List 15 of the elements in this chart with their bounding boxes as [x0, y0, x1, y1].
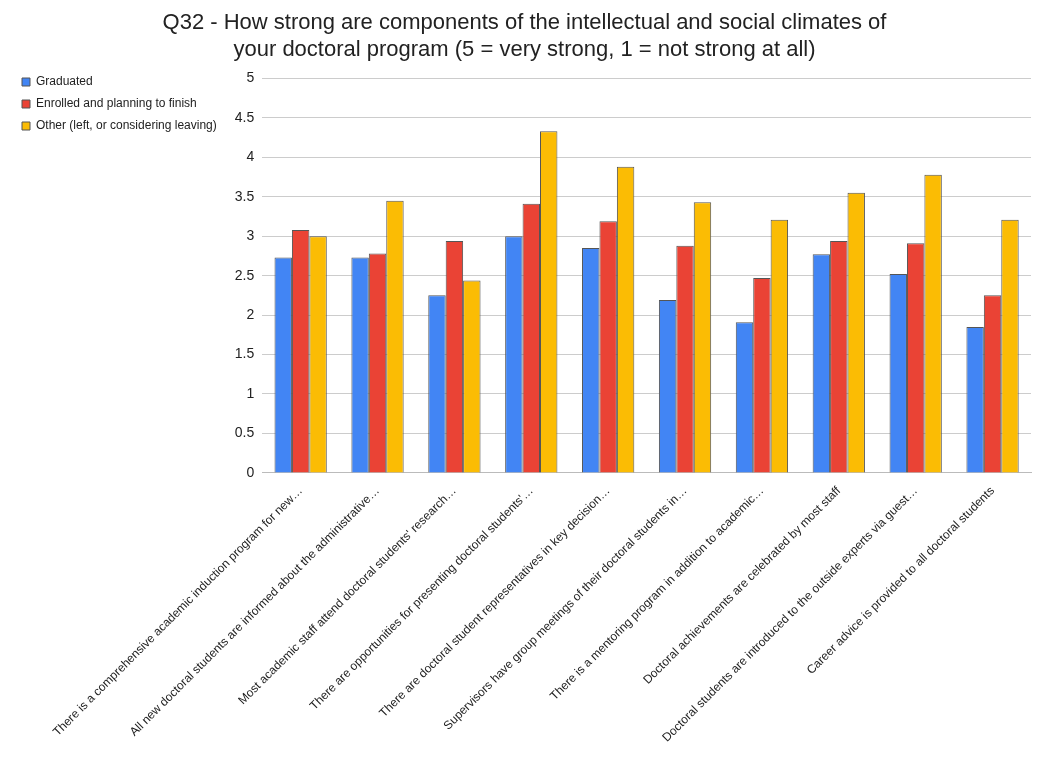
- chart-title: Q32 - How strong are components of the intellectual and social climates of your doctoral program (5 = very strong, 1 = not strong at all): [161, 8, 888, 62]
- y-tick-label: 4: [246, 148, 255, 165]
- legend-label: Graduated: [36, 74, 93, 89]
- y-tick-label: 0: [246, 463, 255, 480]
- legend-label: Enrolled and planning to finish: [36, 96, 197, 111]
- legend-label: Other (left, or considering leaving): [36, 118, 217, 133]
- y-tick-label: 1.5: [234, 345, 255, 362]
- y-tick-label: 4.5: [234, 108, 255, 125]
- y-tick-label: 1: [246, 384, 255, 401]
- y-tick-label: 2: [246, 305, 255, 322]
- y-tick-label: 0.5: [234, 424, 255, 441]
- y-tick-label: 3: [246, 227, 255, 244]
- y-tick-label: 3.5: [234, 187, 255, 204]
- y-tick-label: 2.5: [234, 266, 255, 283]
- y-tick-label: 5: [246, 69, 255, 86]
